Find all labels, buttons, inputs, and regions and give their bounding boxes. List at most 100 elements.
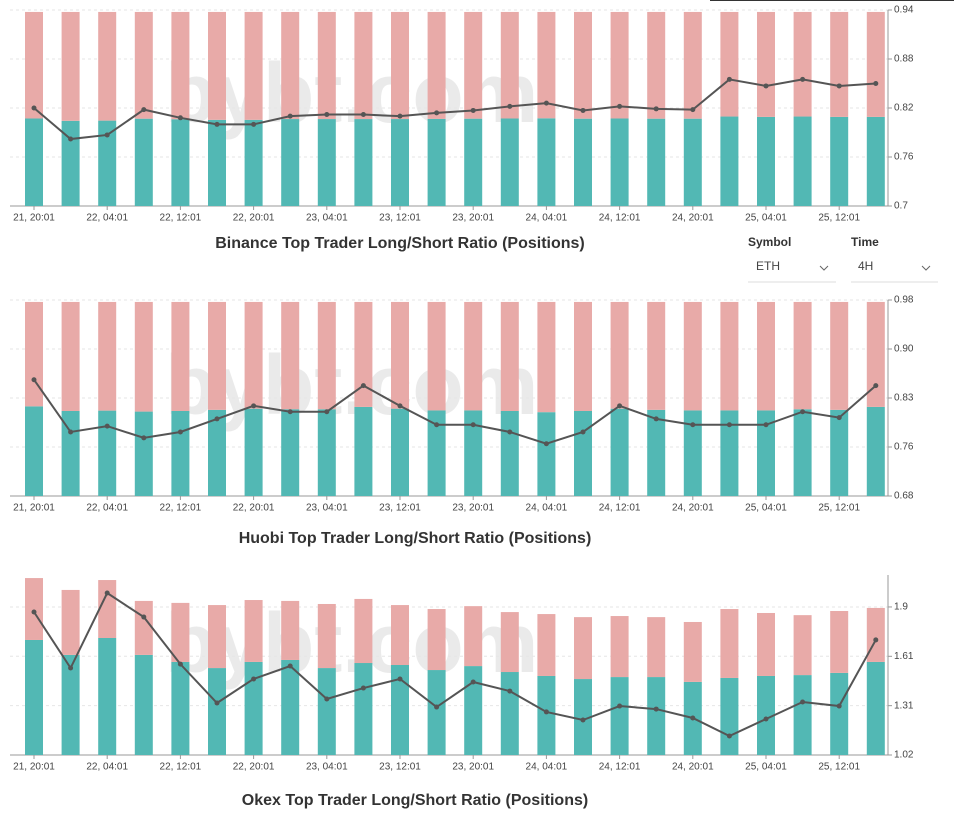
bar-segment bbox=[25, 301, 43, 407]
bar-segment bbox=[281, 119, 300, 206]
ratio-point bbox=[434, 704, 440, 710]
ratio-point bbox=[360, 685, 366, 691]
bar-segment bbox=[208, 119, 226, 206]
bar-segment bbox=[720, 677, 739, 755]
ratio-point bbox=[580, 429, 586, 435]
ratio-point bbox=[690, 107, 696, 113]
ratio-point bbox=[726, 76, 732, 82]
bar-segment bbox=[281, 301, 300, 410]
bar-segment bbox=[391, 301, 409, 409]
bar-segment bbox=[244, 408, 263, 496]
bar-segment bbox=[244, 661, 263, 755]
bar-segment bbox=[757, 612, 775, 676]
y2-tick-label: 0.82 bbox=[894, 103, 914, 114]
bar-segment bbox=[61, 589, 80, 655]
bar-segment bbox=[464, 410, 483, 496]
bar-segment bbox=[464, 666, 483, 755]
bar-segment bbox=[61, 11, 80, 121]
bar-segment bbox=[574, 617, 592, 680]
ratio-point bbox=[543, 100, 549, 106]
ratio-point bbox=[653, 416, 659, 422]
bar-segment bbox=[537, 412, 556, 496]
bar-segment bbox=[98, 580, 117, 638]
bar-segment bbox=[281, 11, 300, 120]
x-tick-label: 24, 04:01 bbox=[526, 762, 568, 773]
x-tick-label: 25, 12:01 bbox=[818, 213, 860, 224]
ratio-point bbox=[617, 703, 623, 709]
ratio-point bbox=[873, 383, 879, 389]
bar-segment bbox=[683, 621, 702, 682]
bar-segment bbox=[25, 11, 43, 119]
bar-segment bbox=[61, 120, 80, 206]
ratio-point bbox=[763, 83, 769, 89]
y2-tick-label: 0.98 bbox=[894, 295, 914, 306]
y2-tick-label: 1.9 bbox=[894, 602, 908, 613]
ratio-point bbox=[543, 709, 549, 715]
chart-title: Huobi Top Trader Long/Short Ratio (Posit… bbox=[239, 530, 592, 547]
ratio-point bbox=[726, 733, 732, 739]
bar-segment bbox=[866, 406, 885, 496]
time-select[interactable]: Time 4H bbox=[851, 235, 938, 283]
bar-segment bbox=[98, 410, 117, 496]
bar-segment bbox=[610, 616, 629, 678]
bar-segment bbox=[793, 11, 812, 117]
bar-segment bbox=[537, 118, 556, 206]
ratio-point bbox=[68, 136, 74, 142]
chart-title: Okex Top Trader Long/Short Ratio (Positi… bbox=[242, 792, 588, 809]
ratio-point bbox=[104, 590, 110, 596]
y2-tick-label: 0.7 bbox=[894, 201, 908, 212]
bar-segment bbox=[427, 609, 446, 671]
chevron bbox=[921, 265, 931, 271]
control-value: 4H bbox=[858, 259, 873, 273]
bar-segment bbox=[208, 11, 226, 120]
ratio-point bbox=[690, 715, 696, 721]
bar-segment bbox=[171, 301, 190, 412]
bar-segment bbox=[537, 675, 556, 755]
x-tick-label: 25, 12:01 bbox=[818, 503, 860, 514]
ratio-point bbox=[434, 110, 440, 116]
bar-segment bbox=[500, 612, 519, 673]
bar-segment bbox=[866, 301, 885, 407]
y2-tick-label: 1.02 bbox=[894, 750, 914, 761]
bar-segment bbox=[757, 11, 775, 117]
ratio-point bbox=[177, 115, 183, 121]
ratio-point bbox=[617, 403, 623, 409]
bar-segment bbox=[720, 116, 739, 206]
bar-segment bbox=[61, 654, 80, 755]
chevron bbox=[819, 265, 829, 271]
bar-segment bbox=[208, 301, 226, 410]
ratio-point bbox=[836, 415, 842, 421]
x-tick-label: 22, 04:01 bbox=[86, 503, 128, 514]
bar-segment bbox=[464, 11, 483, 119]
ratio-point bbox=[543, 441, 549, 447]
ratio-point bbox=[763, 716, 769, 722]
x-tick-label: 22, 20:01 bbox=[233, 762, 275, 773]
x-tick-label: 24, 12:01 bbox=[599, 762, 641, 773]
x-tick-label: 23, 04:01 bbox=[306, 503, 348, 514]
bar-segment bbox=[134, 118, 153, 206]
bar-segment bbox=[500, 118, 519, 206]
y2-tick-label: 0.76 bbox=[894, 442, 914, 453]
bar-segment bbox=[244, 600, 263, 662]
ratio-point bbox=[873, 637, 879, 643]
bar-segment bbox=[830, 116, 849, 206]
bar-segment bbox=[866, 11, 885, 117]
bar-segment bbox=[720, 11, 739, 117]
ratio-point bbox=[214, 416, 220, 422]
ratio-point bbox=[177, 429, 183, 435]
bar-segment bbox=[98, 11, 117, 121]
bar-segment bbox=[171, 119, 190, 206]
bar-segment bbox=[244, 11, 263, 120]
bar-segment bbox=[574, 301, 592, 412]
bar-segment bbox=[647, 409, 666, 496]
bar-segment bbox=[25, 578, 43, 640]
ratio-point bbox=[470, 679, 476, 685]
bar-segment bbox=[391, 119, 409, 206]
ratio-point bbox=[397, 113, 403, 119]
ratio-line bbox=[33, 591, 877, 738]
ratio-point bbox=[141, 435, 147, 441]
bar-segment bbox=[427, 11, 446, 119]
bar-segment bbox=[317, 603, 336, 669]
ratio-point bbox=[324, 112, 330, 118]
symbol-select[interactable]: Symbol ETH bbox=[748, 235, 836, 283]
